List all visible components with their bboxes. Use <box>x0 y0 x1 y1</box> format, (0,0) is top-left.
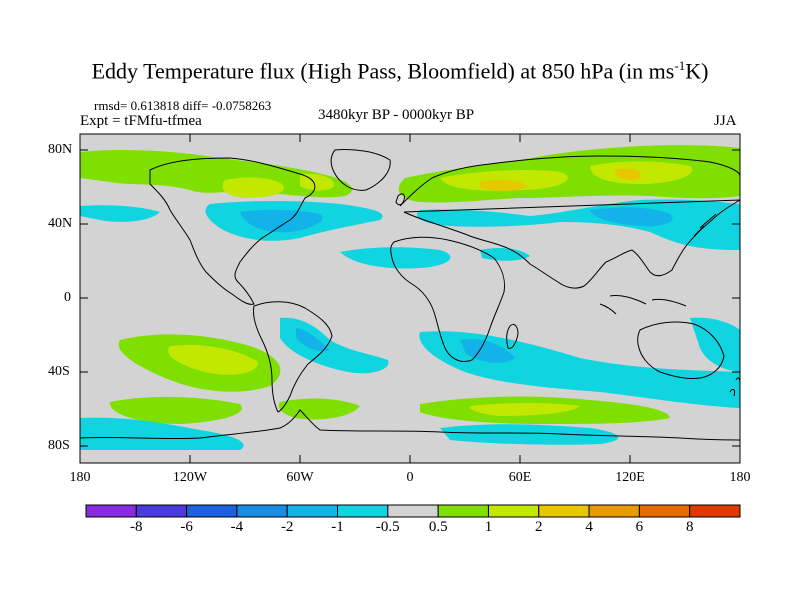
contour-sh-green-antarctic-atl <box>278 398 360 420</box>
coastline-indonesia <box>599 295 687 315</box>
flux-contours <box>80 145 740 450</box>
contour-nh-blue-atlantic <box>240 209 323 233</box>
season-label: JJA <box>714 113 737 129</box>
contour-sh-cyan-antarctic <box>80 417 244 450</box>
contour-sh-green-pacific-south <box>109 396 242 424</box>
colorbar-label-6: 0.5 <box>428 519 448 535</box>
coastline-north-america <box>149 157 316 305</box>
contour-sh-cyan-antarctic-east <box>440 424 619 445</box>
colorbar-box-10 <box>588 504 640 518</box>
colorbar-box-3 <box>236 504 288 518</box>
lon-label-120w: 120W <box>172 470 208 485</box>
stats-text: rmsd= 0.613818 diff= -0.0758263 <box>94 98 272 113</box>
map-title: Eddy Temperature flux (High Pass, Bloomf… <box>0 58 800 84</box>
contour-nh-green-west <box>80 150 353 198</box>
coastline-japan <box>693 213 717 237</box>
lon-label-180w: 180 <box>69 470 91 485</box>
coastline-australia <box>637 321 725 379</box>
colorbar-label-10: 6 <box>635 519 644 535</box>
colorbar-label-5: -0.5 <box>375 519 400 535</box>
contour-nh-cyan-pacific-west <box>80 205 160 222</box>
contour-nh-yellow-4 <box>590 161 692 184</box>
coastline-antarctica <box>79 409 741 441</box>
contour-nh-blue-eurasia <box>590 207 673 227</box>
coastline-uk <box>395 193 405 206</box>
coastline-south-america <box>253 301 333 413</box>
contour-nh-orange-1 <box>480 179 528 191</box>
period-label: 3480kyr BP - 0000kyr BP <box>318 107 475 123</box>
lat-label-80n: 80N <box>48 142 73 157</box>
lat-label-40n: 40N <box>48 216 73 231</box>
lat-label-0: 0 <box>64 290 71 305</box>
lon-label-180e: 180 <box>729 470 751 485</box>
contour-sh-yellow-antarctic-ind <box>469 403 580 416</box>
colorbar-label-2: -4 <box>230 519 244 535</box>
colorbar-box-6 <box>387 504 439 518</box>
contour-nh-yellow-1 <box>222 177 284 198</box>
contour-sh-blue-indian <box>460 339 515 363</box>
title-tail: K) <box>685 58 709 84</box>
colorbar-box-12 <box>689 504 741 518</box>
axis-ticks <box>79 134 741 463</box>
coastline-africa <box>390 236 505 363</box>
coastline-eurasia <box>399 155 741 289</box>
coastline-greenland <box>330 149 391 191</box>
colorbar-label-11: 8 <box>685 519 694 535</box>
colorbar-box-5 <box>337 504 389 518</box>
colorbar-box-4 <box>286 504 339 518</box>
contour-sh-yellow-pacific <box>168 344 258 375</box>
experiment-label: Expt = tFMfu-tfmea <box>80 113 202 129</box>
contour-nh-cyan-subtrop <box>340 247 451 269</box>
colorbar-box-11 <box>638 504 691 518</box>
colorbar-box-9 <box>538 504 590 518</box>
colorbar-boxes <box>85 504 741 518</box>
lat-label-40s: 40S <box>48 364 70 379</box>
contour-sh-blue-atlantic <box>296 328 330 352</box>
title-main: Eddy Temperature flux (High Pass, Bloomf… <box>91 58 675 84</box>
colorbar-label-8: 2 <box>535 519 543 535</box>
colorbar-label-9: 4 <box>585 519 593 535</box>
colorbar-label-1: -6 <box>180 519 193 535</box>
coastline-madagascar <box>506 323 519 349</box>
colorbar-label-4: -1 <box>331 519 344 535</box>
colorbar-box-0 <box>85 504 137 518</box>
colorbar-box-1 <box>135 504 188 518</box>
lon-label-60w: 60W <box>286 470 314 485</box>
lon-label-0: 0 <box>406 470 414 485</box>
coastlines <box>79 149 741 441</box>
colorbar-label-7: 1 <box>484 519 493 535</box>
lat-label-80s: 80S <box>48 438 70 453</box>
colorbar-label-0: -8 <box>130 519 143 535</box>
contour-sh-cyan-australia <box>690 317 740 372</box>
colorbar-box-2 <box>186 504 238 518</box>
contour-nh-orange-2 <box>615 168 641 180</box>
lon-label-60e: 60E <box>508 470 532 485</box>
title-superscript: -1 <box>674 58 686 73</box>
colorbar-box-7 <box>437 504 489 518</box>
lon-label-120e: 120E <box>615 470 645 485</box>
colorbar-label-3: -2 <box>280 519 294 535</box>
contour-sh-cyan-atlantic <box>280 317 389 374</box>
colorbar-box-8 <box>487 504 540 518</box>
